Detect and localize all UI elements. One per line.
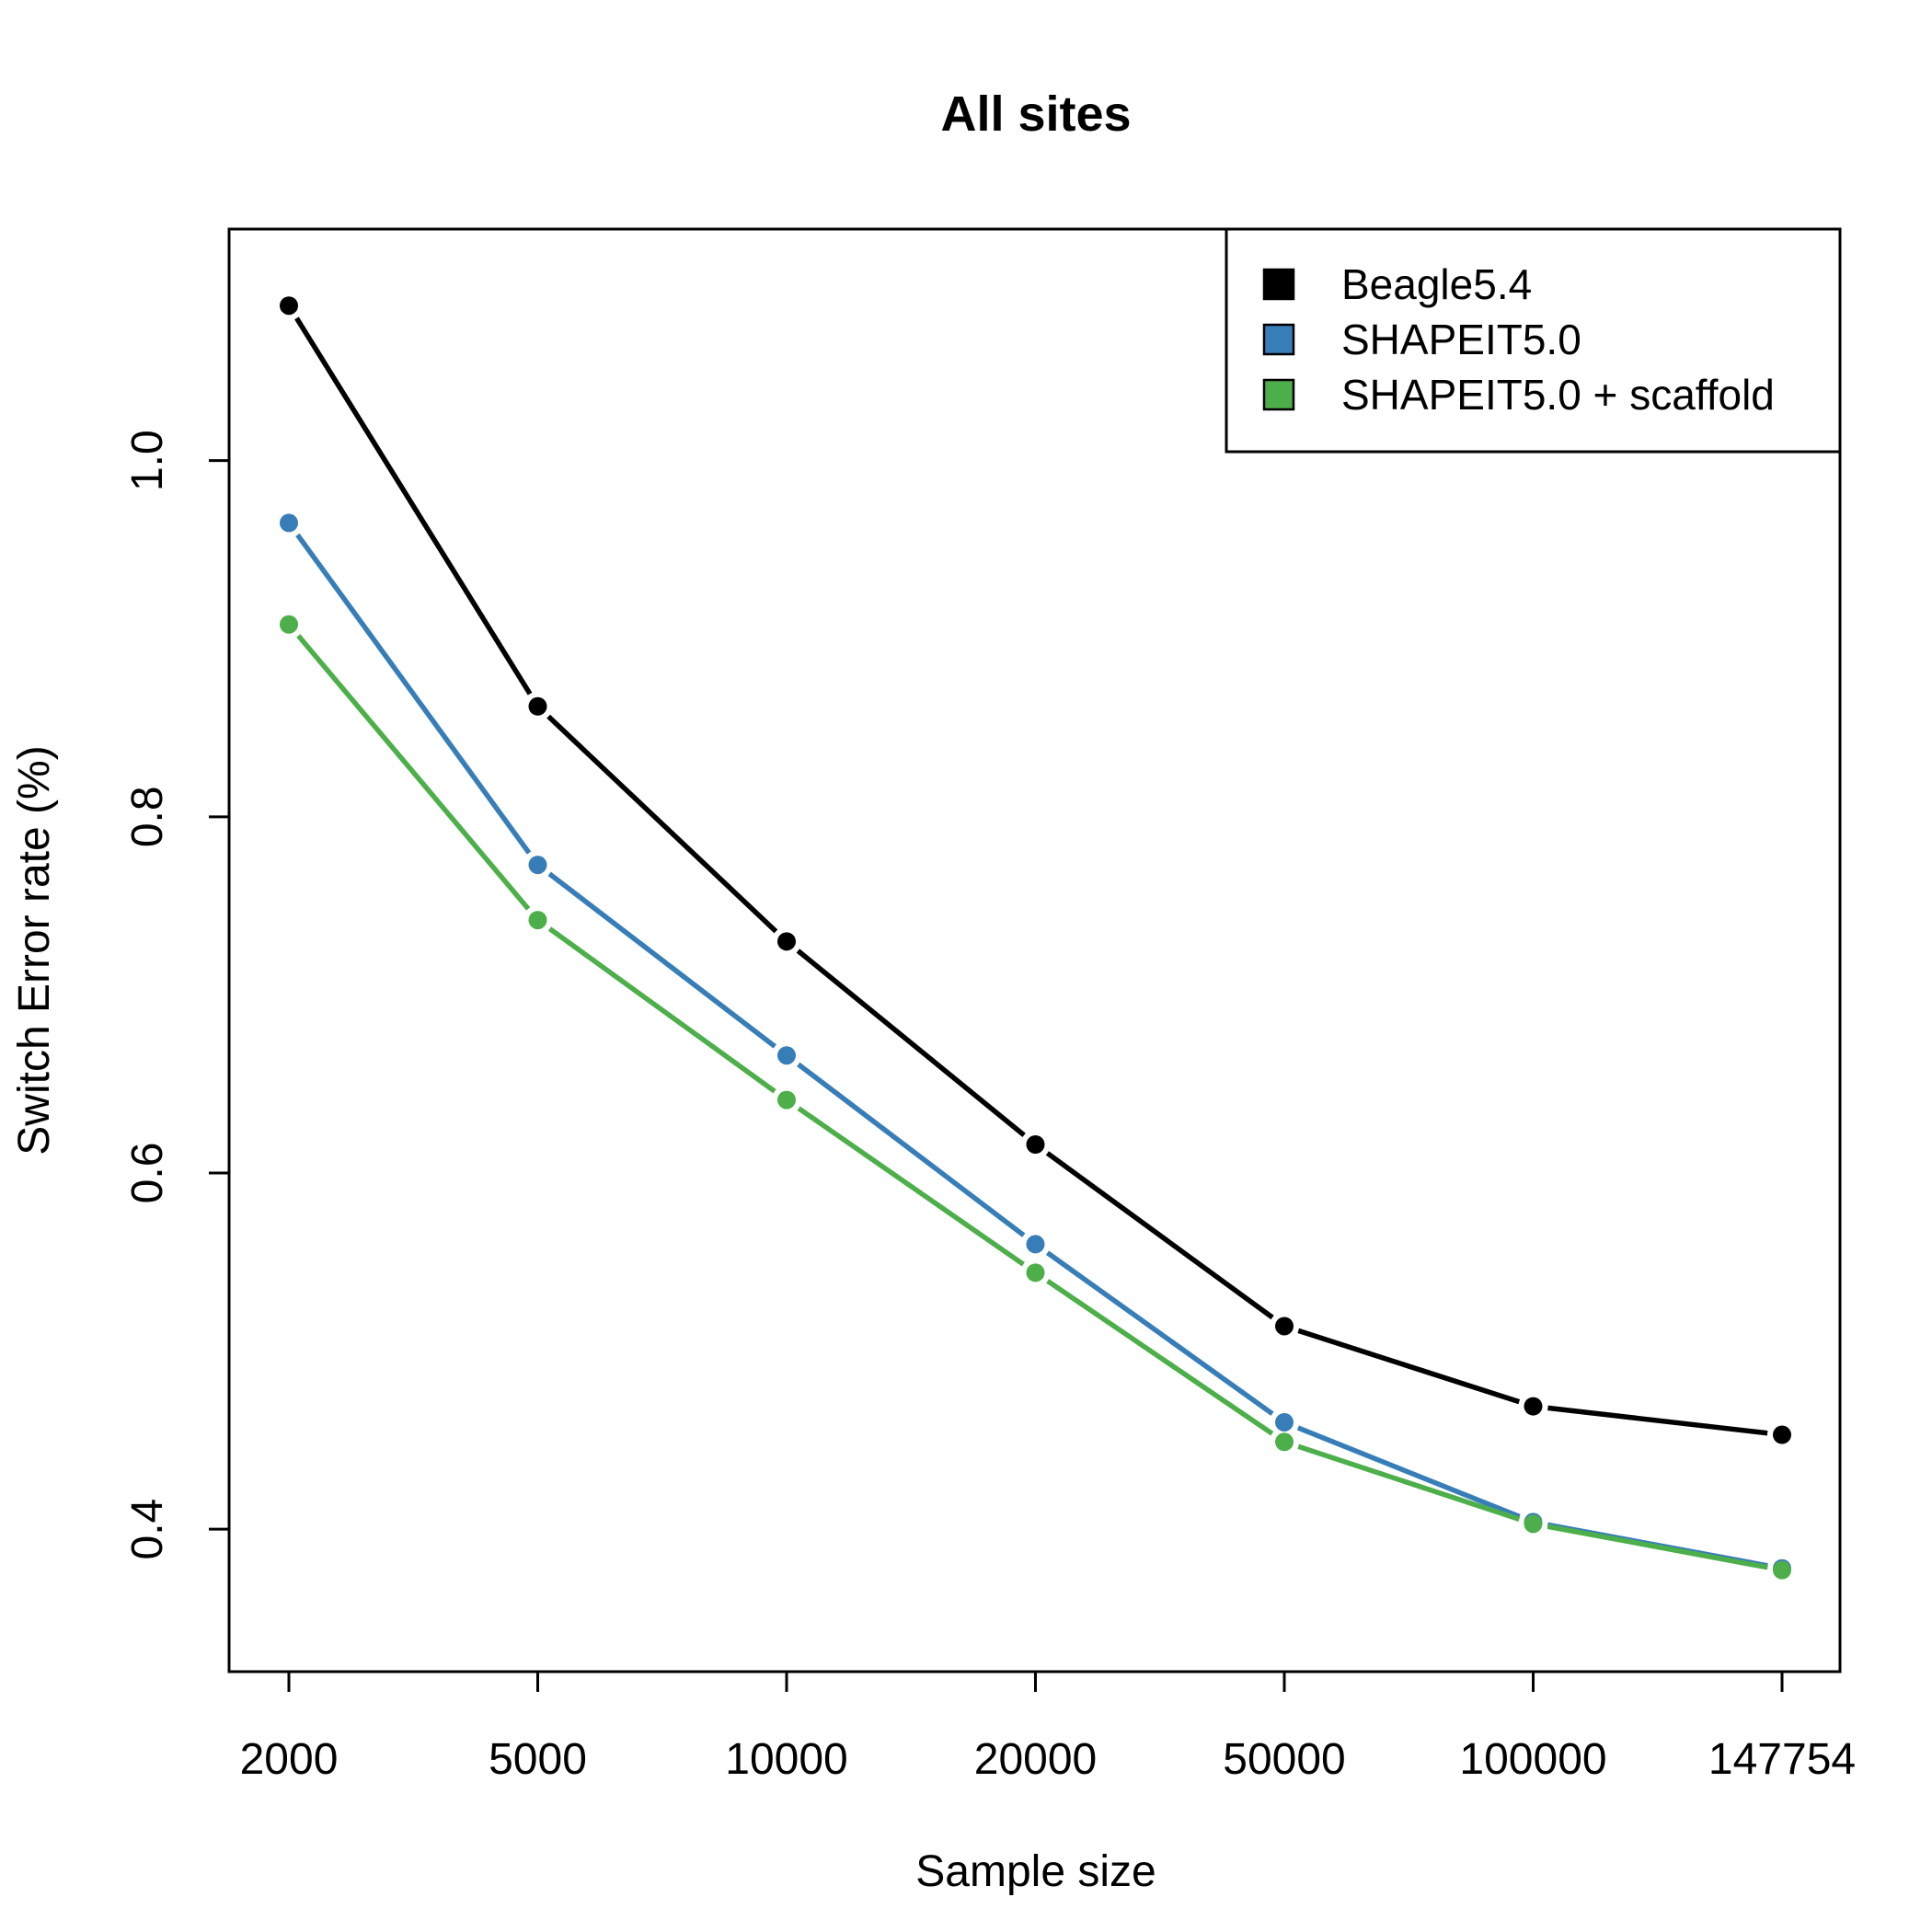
data-point — [777, 932, 796, 951]
series-line-segment — [796, 949, 1026, 1138]
x-tick-label: 10000 — [725, 1735, 847, 1784]
x-axis: 2000 5000 10000 20000 50000 100000 147754 — [240, 1672, 1856, 1784]
x-tick-label: 20000 — [974, 1735, 1097, 1784]
series-line-segment — [1297, 1328, 1521, 1405]
series-1 — [280, 513, 1791, 1578]
data-point — [280, 513, 298, 533]
x-tick-label: 100000 — [1459, 1735, 1606, 1784]
data-point — [777, 1046, 796, 1065]
series-line-segment — [1045, 1250, 1274, 1416]
legend-label: SHAPEIT5.0 + scaffold — [1341, 371, 1775, 419]
data-point — [777, 1090, 796, 1110]
data-point — [1524, 1397, 1543, 1416]
series-line-segment — [1547, 1524, 1768, 1570]
series-line-segment — [547, 926, 776, 1094]
series-line-segment — [295, 533, 532, 855]
y-tick-label: 0.8 — [123, 786, 172, 847]
y-tick-label: 0.4 — [123, 1499, 172, 1560]
legend-swatch — [1262, 268, 1295, 301]
series-layer — [280, 296, 1791, 1580]
data-point — [528, 856, 547, 875]
data-point — [1026, 1135, 1045, 1155]
data-point — [280, 296, 298, 316]
legend-swatch — [1262, 378, 1295, 411]
data-point — [1773, 1560, 1791, 1580]
series-line-segment — [546, 714, 778, 934]
series-line-segment — [547, 871, 776, 1049]
x-tick-label: 2000 — [240, 1735, 339, 1784]
y-tick-label: 0.6 — [123, 1143, 172, 1204]
data-point — [1026, 1235, 1045, 1254]
x-tick-label: 5000 — [489, 1735, 587, 1784]
series-line-segment — [1045, 1151, 1274, 1320]
data-point — [1275, 1317, 1294, 1336]
legend-label: Beagle5.4 — [1341, 260, 1532, 308]
series-line-segment — [1547, 1405, 1768, 1436]
data-point — [1773, 1425, 1791, 1444]
data-point — [280, 615, 298, 634]
y-axis: 0.4 0.6 0.8 1.0 — [123, 430, 229, 1560]
series-line-segment — [797, 1062, 1026, 1237]
legend-label: SHAPEIT5.0 — [1341, 316, 1581, 363]
series-line-segment — [1296, 1425, 1521, 1519]
series-line-segment — [294, 316, 533, 696]
series-line-segment — [797, 1106, 1025, 1267]
chart-title: All sites — [940, 86, 1131, 142]
data-point — [1275, 1412, 1294, 1432]
y-tick-label: 1.0 — [123, 430, 172, 491]
legend: Beagle5.4 SHAPEIT5.0 SHAPEIT5.0 + scaffold — [1225, 227, 1842, 454]
series-line-segment — [1297, 1443, 1521, 1522]
data-point — [1026, 1263, 1045, 1282]
data-point — [1524, 1514, 1543, 1534]
series-line-segment — [1046, 1279, 1274, 1436]
x-tick-label: 50000 — [1223, 1735, 1345, 1784]
data-point — [528, 696, 547, 716]
series-0 — [280, 296, 1791, 1444]
series-2 — [280, 615, 1791, 1580]
y-axis-label: Switch Error rate (%) — [10, 745, 59, 1155]
x-tick-label: 147754 — [1708, 1735, 1856, 1784]
x-axis-label: Sample size — [915, 1847, 1156, 1896]
legend-swatch — [1262, 323, 1295, 356]
data-point — [1275, 1432, 1294, 1452]
data-point — [528, 911, 547, 930]
legend-box — [1225, 227, 1842, 454]
series-line-segment — [296, 634, 531, 911]
